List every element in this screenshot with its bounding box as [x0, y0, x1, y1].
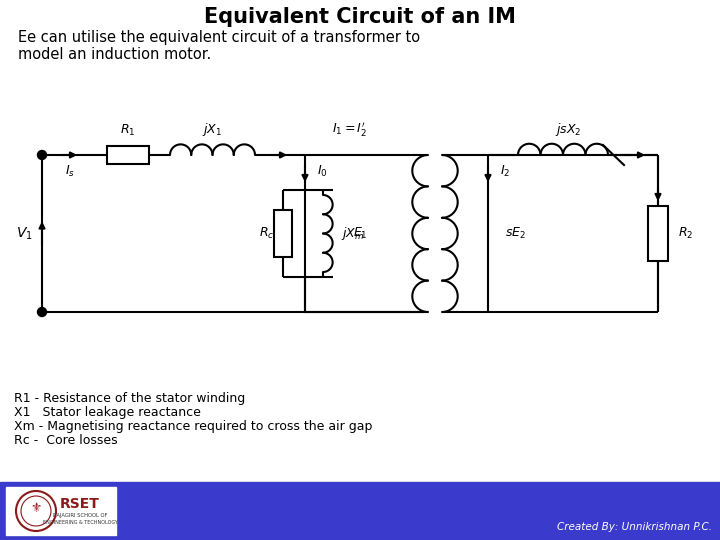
Text: ENGINEERING & TECHNOLOGY: ENGINEERING & TECHNOLOGY	[42, 519, 117, 524]
Text: $I_1=I^{\prime}_2$: $I_1=I^{\prime}_2$	[333, 120, 368, 138]
Text: Equivalent Circuit of an IM: Equivalent Circuit of an IM	[204, 7, 516, 27]
Circle shape	[37, 151, 47, 159]
Bar	[274, 210, 292, 258]
Text: $I_2$: $I_2$	[500, 164, 510, 179]
Text: $I_s$: $I_s$	[65, 164, 75, 179]
Text: X1   Stator leakage reactance: X1 Stator leakage reactance	[14, 406, 201, 419]
Text: $R_2$: $R_2$	[678, 226, 693, 241]
Text: RSET: RSET	[60, 497, 100, 511]
Text: $jX_m$: $jX_m$	[341, 225, 364, 242]
Bar	[107, 146, 149, 164]
Text: Created By: Unnikrishnan P.C.: Created By: Unnikrishnan P.C.	[557, 522, 712, 532]
Bar	[0, 482, 720, 540]
Bar	[648, 206, 668, 261]
Bar	[6, 487, 116, 535]
Text: $R_1$: $R_1$	[120, 123, 135, 138]
Text: $sE_2$: $sE_2$	[505, 226, 526, 241]
Text: $jX_1$: $jX_1$	[202, 121, 222, 138]
Text: $E_1$: $E_1$	[353, 226, 367, 241]
Text: $jsX_2$: $jsX_2$	[554, 121, 581, 138]
Text: $I_0$: $I_0$	[317, 164, 328, 179]
Text: $V_1$: $V_1$	[16, 225, 32, 242]
Text: $R_c$: $R_c$	[259, 226, 275, 241]
Text: RAJAGIRI SCHOOL OF: RAJAGIRI SCHOOL OF	[53, 514, 107, 518]
Text: ⚜: ⚜	[30, 503, 42, 516]
Text: Rc -  Core losses: Rc - Core losses	[14, 434, 117, 447]
Text: Xm - Magnetising reactance required to cross the air gap: Xm - Magnetising reactance required to c…	[14, 420, 372, 433]
Text: R1 - Resistance of the stator winding: R1 - Resistance of the stator winding	[14, 392, 246, 405]
Circle shape	[37, 307, 47, 316]
Text: Ee can utilise the equivalent circuit of a transformer to
model an induction mot: Ee can utilise the equivalent circuit of…	[18, 30, 420, 63]
